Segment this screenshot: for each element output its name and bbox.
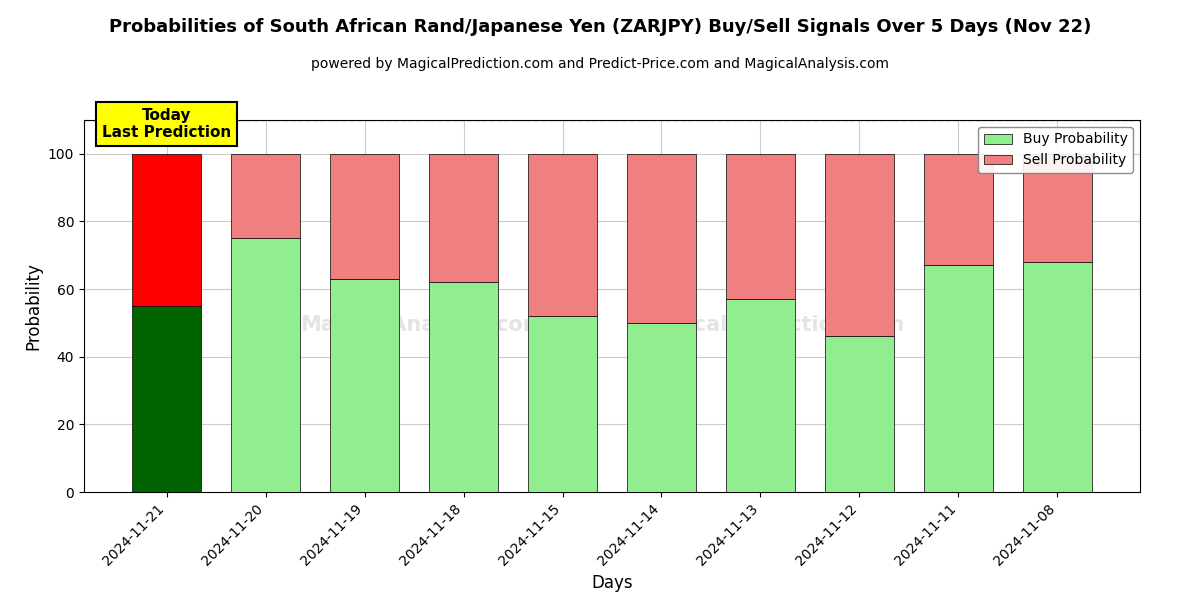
Bar bbox=[132, 154, 202, 306]
Bar bbox=[528, 154, 598, 316]
Text: MagicalPrediction.com: MagicalPrediction.com bbox=[637, 314, 904, 335]
Bar bbox=[330, 154, 400, 279]
X-axis label: Days: Days bbox=[592, 574, 632, 592]
Bar bbox=[626, 154, 696, 323]
Bar bbox=[230, 154, 300, 238]
Bar bbox=[924, 265, 994, 492]
Bar bbox=[428, 154, 498, 283]
Text: Today
Last Prediction: Today Last Prediction bbox=[102, 108, 232, 140]
Text: powered by MagicalPrediction.com and Predict-Price.com and MagicalAnalysis.com: powered by MagicalPrediction.com and Pre… bbox=[311, 57, 889, 71]
Bar bbox=[330, 279, 400, 492]
Bar bbox=[230, 238, 300, 492]
Bar bbox=[1022, 154, 1092, 262]
Bar bbox=[726, 299, 796, 492]
Bar bbox=[626, 323, 696, 492]
Bar bbox=[824, 337, 894, 492]
Y-axis label: Probability: Probability bbox=[24, 262, 42, 350]
Legend: Buy Probability, Sell Probability: Buy Probability, Sell Probability bbox=[978, 127, 1133, 173]
Bar bbox=[428, 283, 498, 492]
Bar bbox=[1022, 262, 1092, 492]
Text: Probabilities of South African Rand/Japanese Yen (ZARJPY) Buy/Sell Signals Over : Probabilities of South African Rand/Japa… bbox=[109, 18, 1091, 36]
Bar bbox=[528, 316, 598, 492]
Bar bbox=[924, 154, 994, 265]
Bar bbox=[726, 154, 796, 299]
Bar bbox=[824, 154, 894, 337]
Text: MagicalAnalysis.com: MagicalAnalysis.com bbox=[300, 314, 544, 335]
Bar bbox=[132, 306, 202, 492]
